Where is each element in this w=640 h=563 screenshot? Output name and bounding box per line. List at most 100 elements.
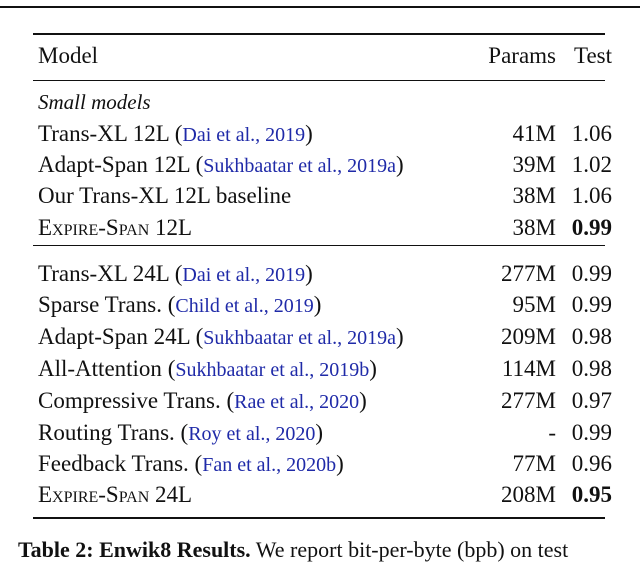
table-row: Trans-XL 24L (Dai et al., 2019) 277M 0.99 [38,259,612,289]
test-cell: 1.02 [571,152,612,177]
cite-open: ( [189,152,204,177]
test-cell: 0.96 [571,451,612,476]
table-row: Adapt-Span 24L (Sukhbaatar et al., 2019a… [38,322,612,352]
header-test: Test [574,43,612,68]
model-name: Trans-XL 24L [38,261,169,286]
params-cell: 277M [501,261,556,286]
cite-close: ) [305,121,313,146]
params-cell: 39M [512,152,556,177]
model-name: Expire-Span 24L [38,482,193,507]
model-name: All-Attention [38,356,162,381]
params-cell: 41M [512,121,556,146]
model-cell: Expire-Span 12L [38,213,192,243]
model-name: Adapt-Span 24L [38,324,190,349]
page-top-rule [0,6,640,8]
cite-close: ) [313,292,322,317]
model-cell: Compressive Trans. (Rae et al., 2020) [38,386,367,417]
params-cell: 38M [512,215,556,240]
citation-link[interactable]: Roy et al., 2020 [188,423,316,445]
model-cell: All-Attention (Sukhbaatar et al., 2019b) [38,354,377,385]
model-cell: Adapt-Span 24L (Sukhbaatar et al., 2019a… [38,322,404,353]
params-cell: 95M [512,292,556,317]
params-cell: - [548,420,556,445]
cite-open: ( [174,420,189,445]
table-row: Sparse Trans. (Child et al., 2019) 95M 0.9… [38,290,612,320]
cite-close: ) [395,152,404,177]
model-cell: Adapt-Span 12L (Sukhbaatar et al., 2019a… [38,150,404,181]
model-cell: Trans-XL 12L (Dai et al., 2019) [38,119,313,150]
group-label-small-models: Small models [38,90,151,114]
table-caption: Table 2: Enwik8 Results. We report bit-p… [18,537,568,563]
table-row: Compressive Trans. (Rae et al., 2020) 277… [38,386,612,416]
test-cell: 0.97 [571,388,612,413]
table-row: Feedback Trans. (Fan et al., 2020b) 77M 0.… [38,449,612,479]
citation-link[interactable]: Dai et al., 2019 [182,124,306,146]
group-separator-rule [33,245,605,246]
model-cell: Sparse Trans. (Child et al., 2019) [38,290,321,321]
table-bottom-rule [33,517,605,519]
table-top-rule [33,33,605,35]
citation-link[interactable]: Sukhbaatar et al., 2019b [175,359,370,381]
params-cell: 77M [512,451,556,476]
model-cell: Trans-XL 24L (Dai et al., 2019) [38,259,313,290]
header-model: Model [38,43,99,68]
cite-close: ) [315,420,324,445]
model-cell: Expire-Span 24L [38,480,192,510]
model-name: Sparse Trans. [38,292,162,317]
model-name: Compressive Trans. [38,388,221,413]
params-cell: 208M [501,482,556,507]
params-cell: 209M [501,324,556,349]
header-rule [33,80,605,81]
cite-close: ) [369,356,377,381]
table-header-row: Model Params Test [38,41,612,71]
table-row: All-Attention (Sukhbaatar et al., 2019b)… [38,354,612,384]
table-row: Routing Trans. (Roy et al., 2020) -0.99 [38,418,612,448]
model-cell: Feedback Trans. (Fan et al., 2020b) [38,449,344,480]
test-cell: 1.06 [571,121,612,146]
cite-close: ) [395,324,404,349]
params-cell: 277M [501,388,556,413]
test-cell: 0.98 [571,324,612,349]
cite-open: ( [220,388,235,413]
model-name: Adapt-Span 12L [38,152,190,177]
citation-link[interactable]: Dai et al., 2019 [182,264,306,286]
table-row: Our Trans-XL 12L baseline 38M 1.06 [38,181,612,211]
table-row: Trans-XL 12L (Dai et al., 2019) 41M 1.06 [38,119,612,149]
test-cell: 0.99 [571,292,612,317]
citation-link[interactable]: Fan et al., 2020b [202,454,337,476]
model-cell: Our Trans-XL 12L baseline [38,181,291,211]
test-cell: 0.99 [571,215,612,240]
cite-open: ( [189,324,204,349]
model-name: Our Trans-XL 12L baseline [38,183,292,208]
citation-link[interactable]: Sukhbaatar et al., 2019a [203,155,396,177]
table-row: Expire-Span 12L 38M 0.99 [38,213,612,243]
cite-close: ) [336,451,344,476]
test-cell: 0.99 [571,420,612,445]
cite-close: ) [359,388,367,413]
model-name: Feedback Trans. [38,451,189,476]
test-cell: 0.98 [571,356,612,381]
cite-open: ( [168,121,183,146]
cite-open: ( [161,356,176,381]
cite-open: ( [168,261,183,286]
cite-close: ) [305,261,313,286]
header-params: Params [488,43,556,68]
test-cell: 1.06 [571,183,612,208]
table-row: Expire-Span 24L 208M 0.95 [38,480,612,510]
table-row: Adapt-Span 12L (Sukhbaatar et al., 2019a… [38,150,612,180]
citation-link[interactable]: Child et al., 2019 [175,295,314,317]
params-cell: 114M [501,356,556,381]
cite-open: ( [161,292,176,317]
citation-link[interactable]: Sukhbaatar et al., 2019a [203,327,396,349]
test-cell: 0.95 [571,482,612,507]
caption-text: We report bit-per-byte (bpb) on test [250,537,569,562]
model-cell: Routing Trans. (Roy et al., 2020) [38,418,323,449]
model-name: Trans-XL 12L [38,121,169,146]
params-cell: 38M [512,183,556,208]
model-name: Expire-Span 12L [38,215,193,240]
model-name: Routing Trans. [38,420,175,445]
test-cell: 0.99 [571,261,612,286]
cite-open: ( [188,451,203,476]
caption-label: Table 2: Enwik8 Results. [18,537,251,562]
citation-link[interactable]: Rae et al., 2020 [234,391,360,413]
